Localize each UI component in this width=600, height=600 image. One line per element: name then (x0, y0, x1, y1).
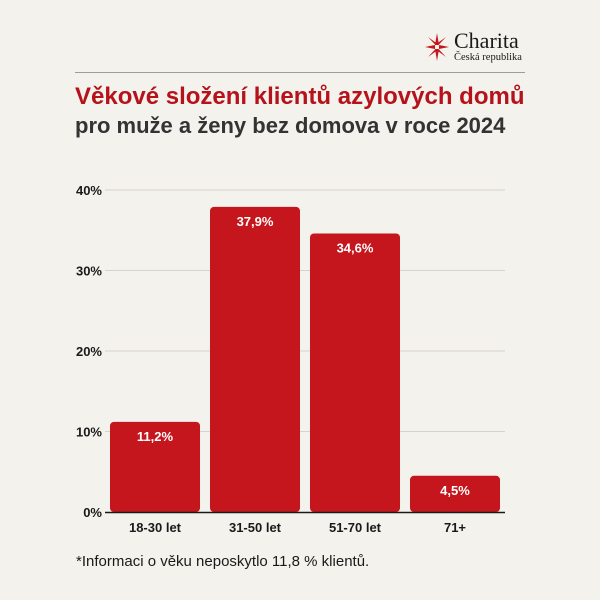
bar-value-label: 37,9% (237, 214, 274, 229)
x-tick-label: 31-50 let (229, 520, 282, 535)
footnote: *Informaci o věku neposkytlo 11,8 % klie… (76, 553, 370, 570)
chart-title: Věkové složení klientů azylových domů (75, 83, 525, 110)
y-tick-label: 20% (76, 344, 102, 359)
bar-value-label: 34,6% (337, 240, 374, 255)
brand-subtitle: Česká republika (454, 52, 522, 63)
y-tick-label: 10% (76, 425, 102, 440)
bar (410, 475, 500, 512)
y-tick-label: 30% (76, 264, 102, 279)
x-tick-label: 18-30 let (129, 520, 182, 535)
brand-name: Charita (454, 28, 519, 53)
chart-subtitle: pro muže a ženy bez domova v roce 2024 (75, 113, 506, 138)
bar (310, 233, 400, 512)
y-tick-label: 0% (83, 505, 102, 520)
bar (210, 206, 300, 512)
bar (110, 421, 200, 512)
bar-value-label: 4,5% (440, 483, 470, 498)
brand-logo: Charita Česká republika (424, 30, 522, 64)
y-tick-label: 40% (76, 183, 102, 198)
charita-cross-icon (425, 32, 449, 61)
bar-value-label: 11,2% (137, 429, 174, 444)
x-tick-label: 71+ (444, 520, 466, 535)
header-divider (75, 72, 525, 73)
x-tick-label: 51-70 let (329, 520, 382, 535)
